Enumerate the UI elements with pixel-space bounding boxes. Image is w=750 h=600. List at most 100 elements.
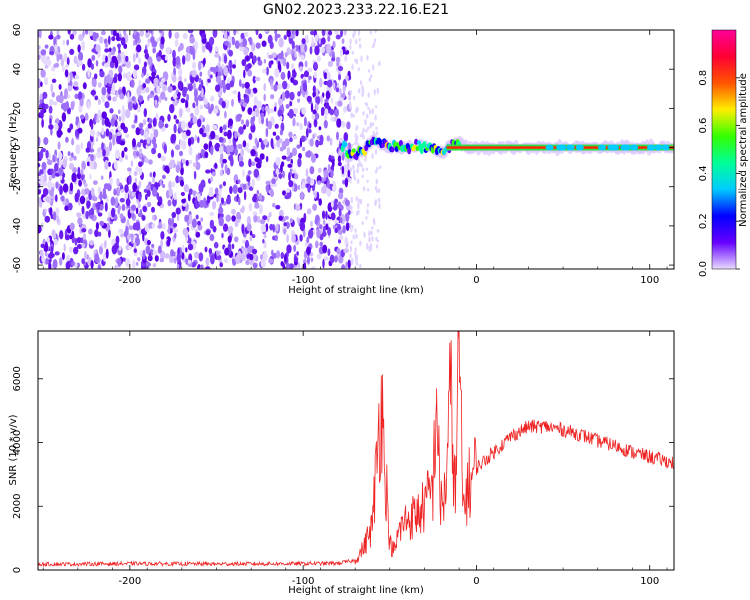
heatmap-cell <box>104 48 110 53</box>
heatmap-cell <box>153 77 159 85</box>
heatmap-cell <box>66 39 69 46</box>
heatmap-cell <box>335 87 340 93</box>
heatmap-cell <box>50 83 54 93</box>
heatmap-cell <box>353 169 356 174</box>
heatmap-cell <box>332 185 337 191</box>
heatmap-cell <box>287 163 293 168</box>
heatmap-cell <box>305 168 309 177</box>
heatmap-cell <box>117 72 123 82</box>
heatmap-cell <box>316 191 320 201</box>
heatmap-cell <box>356 106 359 112</box>
heatmap-cell <box>319 77 323 88</box>
heatmap-cell <box>59 257 63 266</box>
heatmap-cell <box>346 121 351 130</box>
heatmap-cell <box>214 187 219 195</box>
heatmap-cell <box>265 117 269 127</box>
heatmap-cell <box>258 192 263 201</box>
heatmap-cell <box>38 224 42 234</box>
heatmap-x-axis-label: Height of straight line (km) <box>288 285 424 296</box>
heatmap-cell <box>88 148 95 153</box>
heatmap-cell <box>60 195 65 202</box>
heatmap-cell <box>307 184 311 193</box>
heatmap-cell <box>183 184 189 193</box>
heatmap-cell <box>305 128 309 138</box>
heatmap-cell <box>607 144 616 151</box>
heatmap-y-tick-label: 20 <box>12 102 23 115</box>
heatmap-cell <box>159 81 164 88</box>
heatmap-cell <box>67 85 73 92</box>
heatmap-cell <box>142 205 147 213</box>
heatmap-cell <box>105 128 110 137</box>
heatmap-cell <box>362 127 365 133</box>
heatmap-cell <box>374 200 377 206</box>
heatmap-cell <box>598 144 606 151</box>
heatmap-cell <box>109 176 113 186</box>
heatmap-cell <box>265 127 269 138</box>
heatmap-cell <box>117 257 122 267</box>
heatmap-cell <box>172 75 177 83</box>
heatmap-cell <box>341 264 346 269</box>
heatmap-cell <box>266 52 269 59</box>
heatmap-cell <box>250 161 256 167</box>
heatmap-cell <box>369 108 372 115</box>
heatmap-cell <box>69 162 74 170</box>
heatmap-cell <box>181 140 187 150</box>
heatmap-cell <box>136 44 142 53</box>
heatmap-cell <box>132 150 137 157</box>
heatmap-cell <box>294 260 298 266</box>
heatmap-cell <box>358 88 361 94</box>
heatmap-cell <box>112 96 117 102</box>
heatmap-cell <box>63 52 68 62</box>
heatmap-cell <box>351 148 356 153</box>
heatmap-cell <box>119 93 125 100</box>
heatmap-cell <box>196 118 202 128</box>
heatmap-cell <box>131 191 136 197</box>
heatmap-cell <box>304 43 307 53</box>
heatmap-cell <box>161 223 166 230</box>
heatmap-cell <box>366 188 370 192</box>
heatmap-cell <box>341 121 346 128</box>
snr-y-tick-label: 2000 <box>12 494 23 519</box>
heatmap-cell <box>330 97 334 104</box>
heatmap-cell <box>185 53 191 62</box>
heatmap-cell <box>180 98 186 104</box>
heatmap-cell <box>168 161 173 169</box>
heatmap-cell <box>182 55 186 65</box>
heatmap-cell <box>359 263 362 269</box>
heatmap-cell <box>114 120 118 128</box>
heatmap-cell <box>103 63 110 68</box>
heatmap-cell <box>50 253 55 258</box>
heatmap-cell <box>170 149 175 158</box>
heatmap-cell <box>192 162 197 168</box>
heatmap-cell <box>63 243 66 252</box>
heatmap-cell <box>205 169 211 174</box>
heatmap-cell <box>130 79 135 88</box>
heatmap-cell <box>181 158 186 164</box>
heatmap-cell <box>167 199 172 207</box>
heatmap-cell <box>355 233 358 240</box>
heatmap-cell <box>141 214 146 221</box>
heatmap-cell <box>120 37 126 46</box>
heatmap-cell <box>141 72 144 78</box>
heatmap-cell <box>241 205 245 213</box>
heatmap-cell <box>323 72 328 80</box>
heatmap-cell <box>223 258 228 264</box>
heatmap-cell <box>81 205 85 215</box>
heatmap-cell <box>46 236 50 244</box>
heatmap-cell <box>54 162 59 172</box>
heatmap-cell <box>176 264 180 269</box>
heatmap-cell <box>157 201 162 207</box>
heatmap-cell <box>296 144 301 149</box>
heatmap-cell <box>96 132 99 139</box>
heatmap-cell <box>240 119 245 125</box>
heatmap-cell <box>309 46 313 55</box>
heatmap-cell <box>282 190 286 196</box>
heatmap-cell <box>263 83 267 92</box>
heatmap-cell <box>345 222 350 232</box>
heatmap-cell <box>620 144 629 151</box>
heatmap-cell <box>54 123 59 132</box>
heatmap-cell <box>210 95 215 102</box>
heatmap-cell <box>354 132 357 140</box>
heatmap-cell <box>121 112 126 123</box>
heatmap-cell <box>661 144 670 151</box>
